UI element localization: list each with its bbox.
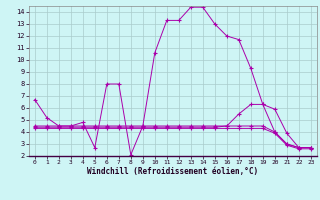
X-axis label: Windchill (Refroidissement éolien,°C): Windchill (Refroidissement éolien,°C) [87,167,258,176]
